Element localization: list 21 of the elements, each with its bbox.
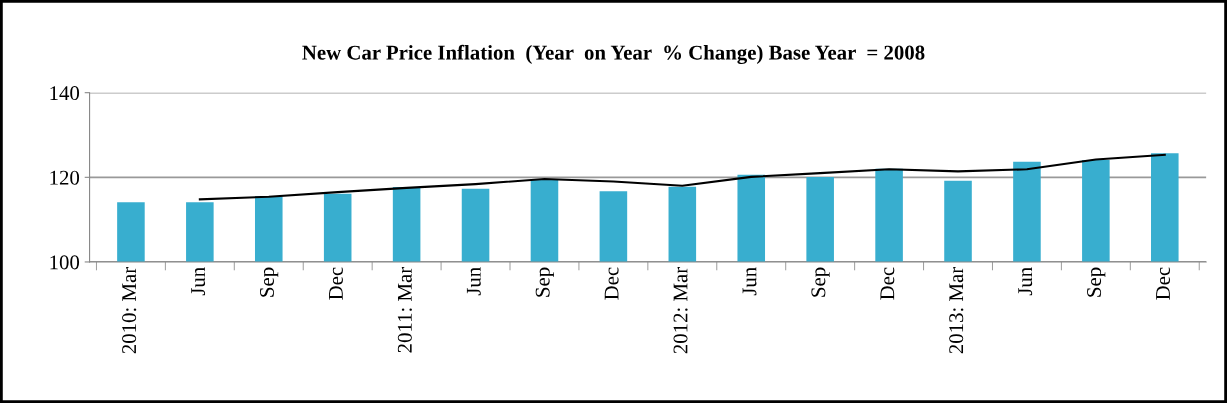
y-tick-label: 140 bbox=[50, 86, 80, 101]
x-tick-label: Dec bbox=[1156, 267, 1170, 300]
x-tick-label: Dec bbox=[604, 267, 619, 300]
x-tick-label: Sep bbox=[1087, 267, 1106, 297]
x-tick-label: Jun bbox=[1018, 267, 1033, 296]
y-tick-label: 120 bbox=[50, 170, 80, 185]
x-tick-label: Sep bbox=[811, 267, 830, 297]
x-tick-label: Dec bbox=[880, 267, 895, 300]
chart-title: New Car Price Inflation (Year on Year % Change) Base Year = 2008 bbox=[302, 44, 925, 65]
x-tick-label: Dec bbox=[329, 267, 343, 300]
x-tick-label: 2011: Mar bbox=[397, 267, 412, 353]
line-series bbox=[198, 153, 1166, 201]
x-tick-label: 2010: Mar bbox=[122, 267, 137, 354]
x-tick-label: 2013: Mar bbox=[949, 267, 964, 354]
x-tick-label: Sep bbox=[259, 267, 279, 297]
x-tick-label: Jun bbox=[742, 267, 757, 296]
y-tick-label: 100 bbox=[50, 255, 80, 270]
x-tick-label: Sep bbox=[535, 267, 554, 297]
x-tick-label: Jun bbox=[466, 267, 481, 296]
x-tick-label: Jun bbox=[191, 267, 206, 296]
x-tick-label: 2012: Mar bbox=[673, 267, 688, 354]
